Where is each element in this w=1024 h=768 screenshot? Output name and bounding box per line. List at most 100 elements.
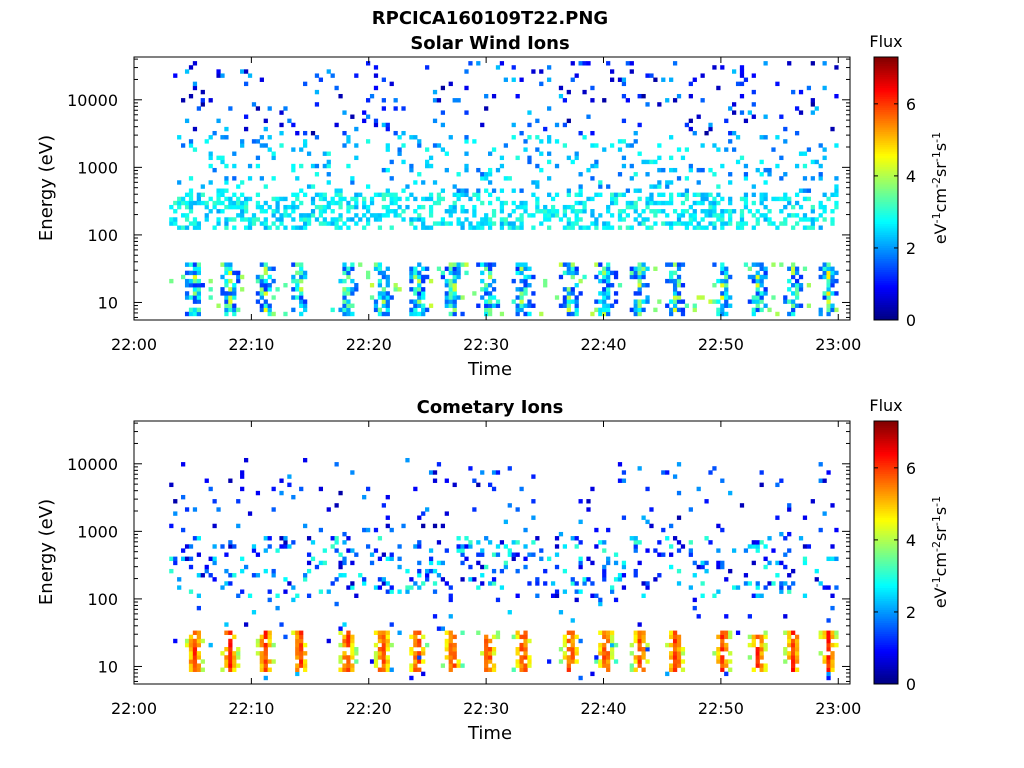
- solar-wind-heatmap-cell: [421, 204, 426, 210]
- solar-wind-heatmap-cell: [413, 217, 418, 222]
- cometary-heatmap-cell: [452, 655, 457, 660]
- solar-wind-heatmap-cell: [787, 200, 792, 206]
- solar-wind-heatmap-cell: [263, 118, 268, 124]
- solar-wind-heatmap-cell: [625, 61, 630, 66]
- solar-wind-heatmap-cell: [649, 200, 654, 206]
- solar-wind-heatmap-cell: [818, 176, 823, 181]
- cometary-heatmap-cell: [196, 605, 201, 611]
- cometary-heatmap-cell: [834, 642, 839, 648]
- solar-wind-colorbar-segment: [874, 254, 898, 257]
- solar-wind-heatmap-cell: [621, 209, 627, 214]
- cometary-heatmap-cell: [240, 474, 245, 479]
- cometary-heatmap-cell: [196, 536, 201, 541]
- solar-wind-heatmap-cell: [606, 270, 611, 276]
- cometary-heatmap-cell: [720, 638, 725, 644]
- cometary-heatmap-cell: [243, 622, 249, 627]
- solar-wind-heatmap-cell: [763, 196, 768, 202]
- cometary-heatmap-cell: [739, 503, 745, 508]
- cometary-heatmap-cell: [515, 593, 520, 598]
- cometary-heatmap-cell: [444, 655, 449, 660]
- solar-wind-heatmap-cell: [633, 274, 638, 280]
- solar-wind-heatmap-cell: [338, 307, 343, 313]
- solar-wind-colorbar-segment: [874, 223, 898, 227]
- solar-wind-heatmap-cell: [700, 200, 705, 206]
- solar-wind-heatmap-cell: [743, 204, 749, 210]
- cometary-heatmap-cell: [299, 651, 304, 656]
- solar-wind-heatmap-cell: [570, 225, 575, 230]
- cometary-heatmap-cell: [606, 556, 611, 562]
- solar-wind-colorbar-segment: [874, 89, 898, 93]
- cometary-heatmap-cell: [488, 647, 493, 652]
- solar-wind-heatmap-cell: [653, 209, 658, 214]
- solar-wind-heatmap-cell: [633, 188, 638, 193]
- solar-wind-heatmap-cell: [539, 167, 544, 173]
- cometary-heatmap-cell: [763, 585, 768, 590]
- cometary-heatmap-cell: [523, 642, 528, 648]
- cometary-heatmap-cell: [354, 647, 359, 652]
- solar-wind-heatmap-cell: [791, 262, 796, 267]
- solar-wind-heatmap-cell: [393, 283, 398, 288]
- solar-wind-heatmap-cell: [425, 266, 430, 271]
- solar-wind-heatmap-cell: [716, 192, 721, 198]
- solar-wind-heatmap-cell: [377, 262, 383, 267]
- cometary-heatmap-cell: [503, 544, 508, 549]
- solar-wind-heatmap-cell: [834, 188, 839, 193]
- solar-wind-heatmap-cell: [259, 283, 264, 288]
- cometary-heatmap-cell: [342, 573, 347, 578]
- solar-wind-heatmap-cell: [440, 122, 446, 128]
- cometary-heatmap-cell: [303, 457, 308, 463]
- solar-wind-heatmap-cell: [409, 221, 414, 226]
- cometary-heatmap-cell: [637, 659, 642, 664]
- cometary-heatmap-cell: [484, 564, 489, 570]
- solar-wind-heatmap-cell: [621, 77, 627, 82]
- solar-wind-heatmap-cell: [484, 307, 489, 313]
- cometary-heatmap-cell: [491, 667, 497, 672]
- solar-wind-heatmap-cell: [755, 307, 760, 313]
- solar-wind-heatmap-cell: [645, 204, 650, 210]
- solar-wind-heatmap-cell: [421, 307, 426, 313]
- solar-wind-heatmap-cell: [700, 295, 705, 300]
- cometary-colorbar-segment: [874, 491, 898, 494]
- cometary-heatmap-cell: [232, 655, 237, 660]
- cometary-heatmap-cell: [657, 540, 662, 545]
- cometary-heatmap-cell: [251, 573, 257, 578]
- solar-wind-heatmap-cell: [771, 196, 776, 202]
- cometary-colorbar-segment: [874, 532, 898, 536]
- solar-wind-heatmap-cell: [196, 311, 201, 317]
- solar-wind-heatmap-cell: [606, 221, 611, 226]
- solar-wind-heatmap-cell: [303, 270, 308, 276]
- solar-wind-heatmap-cell: [822, 61, 827, 66]
- solar-wind-heatmap-cell: [724, 270, 729, 276]
- cometary-heatmap-cell: [417, 659, 422, 664]
- solar-wind-panel: Solar Wind Ions 22:00 22:10 22:20 22:30 22:4…: [36, 32, 950, 380]
- solar-wind-heatmap-cell: [291, 167, 296, 173]
- solar-wind-colorbar-segment: [874, 269, 898, 273]
- solar-wind-colorbar-segment: [874, 76, 898, 80]
- solar-wind-heatmap-cell: [405, 196, 410, 202]
- cometary-heatmap-cell: [826, 556, 831, 562]
- cometary-heatmap-cell: [779, 585, 784, 590]
- cometary-heatmap-cell: [200, 659, 205, 664]
- solar-wind-heatmap-cell: [708, 213, 713, 218]
- solar-wind-heatmap-cell: [452, 270, 457, 276]
- cometary-heatmap-cell: [413, 638, 418, 644]
- solar-wind-heatmap-cell: [523, 287, 528, 292]
- cometary-heatmap-cell: [602, 659, 607, 664]
- solar-wind-heatmap-cell: [232, 283, 237, 288]
- solar-wind-heatmap-cell: [598, 262, 603, 267]
- solar-wind-heatmap-cell: [763, 180, 768, 185]
- cometary-colorbar-segment: [874, 429, 898, 433]
- cometary-heatmap-cell: [342, 556, 347, 562]
- solar-wind-heatmap-cell: [818, 266, 823, 271]
- solar-wind-heatmap-cell: [228, 295, 233, 300]
- solar-wind-heatmap-cell: [724, 221, 729, 226]
- solar-wind-colorbar-segment: [874, 206, 898, 209]
- solar-wind-heatmap-cell: [649, 73, 654, 78]
- solar-wind-heatmap-cell: [743, 118, 749, 124]
- solar-wind-heatmap-cell: [452, 291, 457, 296]
- solar-wind-heatmap-cell: [755, 303, 760, 308]
- cometary-heatmap-cell: [629, 667, 634, 672]
- solar-wind-heatmap-cell: [834, 93, 839, 99]
- cometary-heatmap-cell: [672, 634, 678, 640]
- cometary-heatmap-cell: [574, 581, 579, 586]
